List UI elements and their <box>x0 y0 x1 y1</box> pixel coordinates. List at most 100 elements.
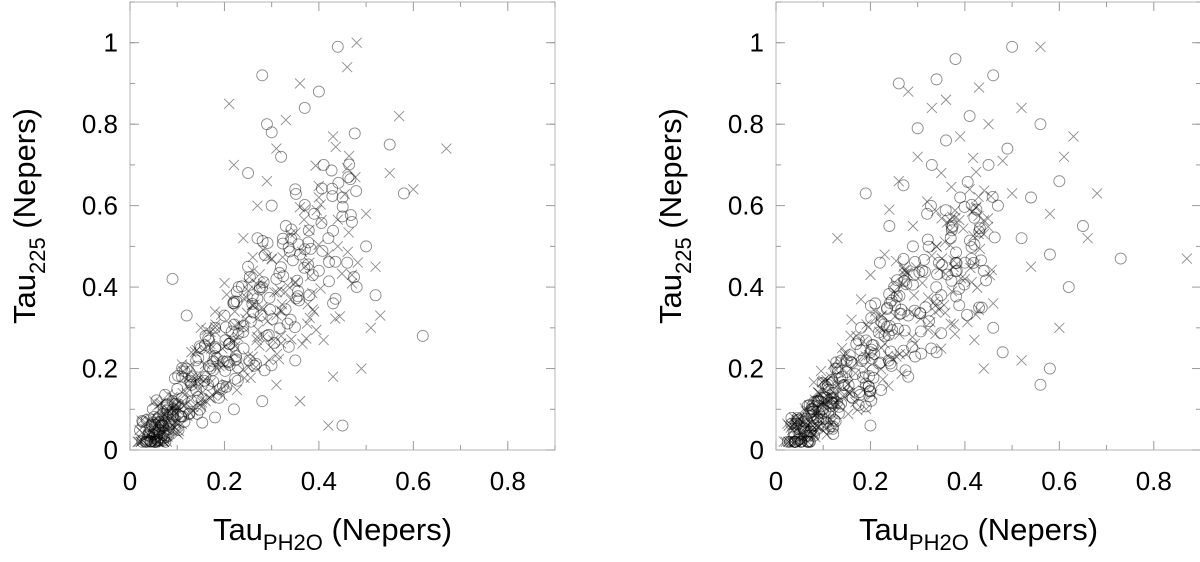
point-circle-1-41 <box>987 69 1000 82</box>
point-circle-0-58 <box>312 85 325 98</box>
x-tick-label-0-2: 0.4 <box>301 466 337 496</box>
point-circle-0-22 <box>246 289 259 302</box>
x-axis-title-left: TauPH2O (Nepers) <box>213 512 452 555</box>
point-cross-0-14 <box>214 355 226 366</box>
y-axis-title-sub: 225 <box>25 237 50 274</box>
point-circle-0-27 <box>270 272 283 285</box>
point-cross-0-44 <box>370 261 381 273</box>
point-cross-0-13 <box>209 306 221 317</box>
point-circle-1-35 <box>958 256 971 269</box>
point-circle-1-49 <box>1043 248 1056 261</box>
point-circle-0-6 <box>171 382 184 395</box>
point-cross-1-43 <box>1006 188 1018 199</box>
point-circle-0-5 <box>166 395 179 408</box>
point-cross-1-35 <box>959 273 971 285</box>
point-circle-0-48 <box>397 187 410 200</box>
y-tick-label-0-1: 0.2 <box>82 354 118 384</box>
x-tick-label-1-2: 0.4 <box>947 466 983 496</box>
point-cross-0-45 <box>374 310 386 321</box>
point-circle-1-33 <box>949 53 962 65</box>
point-circle-1-48 <box>1034 118 1047 131</box>
point-circle-1-25 <box>911 122 924 135</box>
dense-cluster-left <box>132 127 364 448</box>
point-cross-0-18 <box>233 318 244 330</box>
point-circle-1-15 <box>864 346 877 359</box>
point-circle-1-32 <box>944 232 957 245</box>
point-cross-0-24 <box>261 175 273 187</box>
point-cross-0-46 <box>384 167 396 179</box>
point-cross-1-11 <box>846 314 857 325</box>
point-circle-0-2 <box>157 419 170 432</box>
point-circle-0-41 <box>336 191 349 204</box>
point-cross-1-40 <box>983 118 994 130</box>
point-circle-0-54 <box>227 403 240 416</box>
point-cross-1-30 <box>935 167 947 179</box>
point-cross-1-2 <box>803 399 815 411</box>
point-cross-1-8 <box>832 232 843 244</box>
point-circle-0-25 <box>260 118 273 131</box>
point-cross-0-2 <box>157 408 169 419</box>
x-tick-label-1-4: 0.8 <box>1136 466 1172 496</box>
plot-frame-right <box>775 1 1200 451</box>
point-cross-1-39 <box>978 228 990 240</box>
y-axis-title-left: Tau225 (Nepers) <box>7 108 50 324</box>
point-cross-0-41 <box>346 269 358 281</box>
point-cross-0-15 <box>219 277 230 289</box>
point-cross-1-16 <box>869 306 881 317</box>
point-circle-0-1 <box>152 423 165 436</box>
point-circle-1-16 <box>869 297 882 310</box>
point-circle-0-39 <box>327 297 340 310</box>
point-cross-0-4 <box>167 391 178 403</box>
point-circle-0-10 <box>190 354 203 367</box>
point-circle-0-23 <box>251 232 264 245</box>
point-circle-1-20 <box>888 281 901 294</box>
point-cross-1-55 <box>978 363 990 374</box>
point-cross-1-36 <box>964 184 975 195</box>
point-circle-1-24 <box>906 240 919 253</box>
y-tick-label-1-1: 0.2 <box>728 354 764 384</box>
point-cross-1-53 <box>1054 322 1065 334</box>
point-circle-0-44 <box>350 281 363 294</box>
point-cross-0-27 <box>275 330 287 342</box>
point-circle-0-49 <box>416 330 429 342</box>
point-circle-0-26 <box>265 199 278 212</box>
point-circle-0-31 <box>289 183 302 196</box>
point-cross-1-6 <box>822 395 834 407</box>
x-tick-label-0-1: 0.2 <box>206 466 242 496</box>
point-cross-0-21 <box>247 265 259 277</box>
point-cross-1-46 <box>1035 41 1046 53</box>
point-circle-1-50 <box>1053 175 1066 188</box>
y-tick-label-0-5: 1 <box>104 28 118 58</box>
point-cross-0-12 <box>204 338 216 350</box>
point-cross-0-17 <box>228 159 240 171</box>
point-cross-1-15 <box>865 269 876 281</box>
point-cross-1-34 <box>954 131 966 142</box>
point-circle-1-3 <box>807 419 820 432</box>
point-cross-1-29 <box>931 241 942 252</box>
point-cross-0-48 <box>408 184 419 195</box>
point-cross-0-39 <box>332 241 344 252</box>
point-cross-0-7 <box>181 387 192 399</box>
point-circle-1-22 <box>897 179 910 192</box>
point-circle-1-8 <box>831 362 844 375</box>
point-cross-0-49 <box>441 143 452 154</box>
point-circle-0-0 <box>147 431 160 444</box>
point-circle-0-14 <box>209 321 221 334</box>
point-cross-0-43 <box>360 208 372 220</box>
point-cross-0-36 <box>318 334 329 346</box>
y-axis-title-sub: 225 <box>671 237 696 274</box>
point-circle-0-18 <box>227 297 240 310</box>
point-cross-0-29 <box>285 228 296 240</box>
point-cross-1-1 <box>799 412 810 423</box>
point-circle-0-16 <box>218 309 231 322</box>
x-tick-label-1-1: 0.2 <box>852 466 888 496</box>
point-cross-1-10 <box>841 367 853 378</box>
point-cross-0-20 <box>242 351 254 362</box>
point-circle-0-53 <box>209 411 221 424</box>
point-circle-1-43 <box>996 346 1009 359</box>
y-tick-label-1-2: 0.4 <box>728 272 764 302</box>
point-circle-0-8 <box>180 362 193 375</box>
point-cross-1-38 <box>973 82 985 93</box>
point-circle-1-36 <box>963 110 976 122</box>
